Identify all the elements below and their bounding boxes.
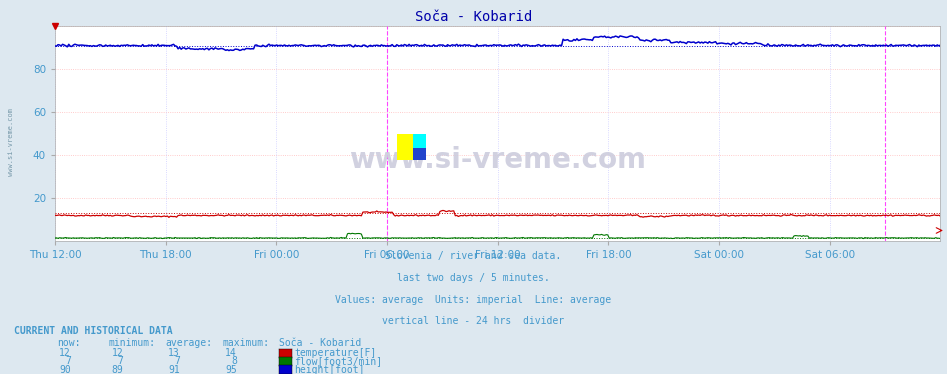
Text: average:: average: xyxy=(166,338,213,348)
Text: 7: 7 xyxy=(117,356,123,366)
Text: 91: 91 xyxy=(169,365,180,374)
Text: temperature[F]: temperature[F] xyxy=(295,348,377,358)
Text: minimum:: minimum: xyxy=(109,338,156,348)
Text: 7: 7 xyxy=(174,356,180,366)
Text: www.si-vreme.com: www.si-vreme.com xyxy=(349,145,646,174)
Text: maximum:: maximum: xyxy=(223,338,270,348)
FancyBboxPatch shape xyxy=(397,134,413,160)
Text: 14: 14 xyxy=(225,348,237,358)
FancyBboxPatch shape xyxy=(413,134,426,148)
Text: 7: 7 xyxy=(65,356,71,366)
Text: last two days / 5 minutes.: last two days / 5 minutes. xyxy=(397,273,550,283)
Text: CURRENT AND HISTORICAL DATA: CURRENT AND HISTORICAL DATA xyxy=(14,326,173,336)
Text: 12: 12 xyxy=(60,348,71,358)
Text: vertical line - 24 hrs  divider: vertical line - 24 hrs divider xyxy=(383,316,564,326)
FancyBboxPatch shape xyxy=(413,148,426,160)
Text: 13: 13 xyxy=(169,348,180,358)
Text: height[foot]: height[foot] xyxy=(295,365,365,374)
Text: Soča - Kobarid: Soča - Kobarid xyxy=(415,10,532,24)
Text: Slovenia / river and sea data.: Slovenia / river and sea data. xyxy=(385,251,562,261)
Text: 12: 12 xyxy=(112,348,123,358)
Text: Values: average  Units: imperial  Line: average: Values: average Units: imperial Line: av… xyxy=(335,295,612,304)
Text: 95: 95 xyxy=(225,365,237,374)
Text: 8: 8 xyxy=(231,356,237,366)
Text: 89: 89 xyxy=(112,365,123,374)
Text: flow[foot3/min]: flow[foot3/min] xyxy=(295,356,383,366)
Text: 90: 90 xyxy=(60,365,71,374)
Text: Soča - Kobarid: Soča - Kobarid xyxy=(279,338,362,348)
Text: www.si-vreme.com: www.si-vreme.com xyxy=(9,108,14,176)
Text: now:: now: xyxy=(57,338,80,348)
